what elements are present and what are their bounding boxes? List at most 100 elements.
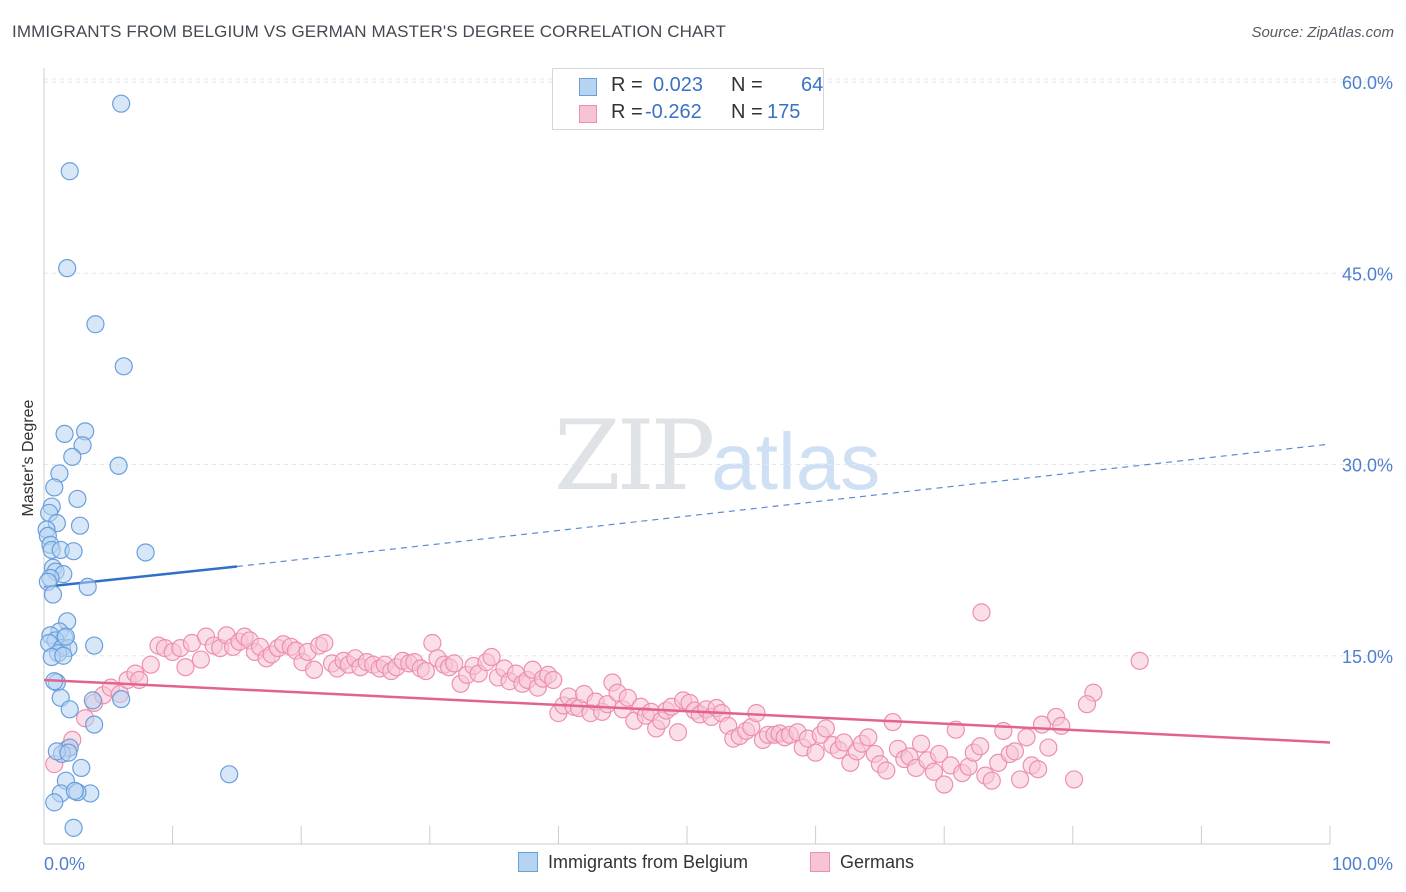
point-germans <box>924 762 944 781</box>
point-germans <box>834 733 853 752</box>
bottom-legend-swatch-blue <box>518 852 538 872</box>
y-axis-label: Master's Degree <box>20 399 37 516</box>
point-germans <box>806 743 825 762</box>
point-germans <box>423 633 442 653</box>
point-germans <box>176 658 195 677</box>
point-belgium <box>64 542 83 561</box>
point-belgium <box>78 577 97 597</box>
tick-labels: 15.0% 30.0% 45.0% 60.0% 0.0% 100.0% <box>44 73 1393 874</box>
point-belgium <box>55 424 74 443</box>
legend-n-value: 64 <box>801 74 824 96</box>
trend-solid-germans <box>43 678 1331 744</box>
point-germans <box>1052 716 1071 735</box>
point-belgium <box>43 585 63 604</box>
point-germans <box>816 719 835 738</box>
y-tick-label: 15.0% <box>1342 647 1393 667</box>
legend-row-germans: R = -0.262 N = 175 <box>553 101 823 127</box>
source-label: Source: ZipAtlas.com <box>1251 24 1394 41</box>
point-germans <box>445 654 464 673</box>
trend-line-germans <box>43 678 1331 744</box>
x-tick-label-max: 100.0% <box>1332 854 1393 874</box>
point-belgium <box>114 357 133 376</box>
point-belgium <box>220 765 239 784</box>
legend-swatch-pink <box>579 105 597 123</box>
y-tick-label: 45.0% <box>1342 264 1393 284</box>
series-belgium-points <box>37 94 239 837</box>
legend-r-label: R = <box>611 74 643 96</box>
point-germans <box>859 728 878 747</box>
point-belgium <box>58 259 77 278</box>
point-germans <box>971 737 990 756</box>
point-germans <box>994 721 1013 741</box>
x-tick-label-min: 0.0% <box>44 854 85 874</box>
legend-n-label: N = <box>731 101 763 123</box>
point-belgium <box>54 646 73 665</box>
y-tick-label: 60.0% <box>1342 73 1393 93</box>
bottom-legend-label: Germans <box>840 852 915 872</box>
grid-lines <box>44 78 1392 657</box>
legend-r-value: -0.262 <box>645 101 702 123</box>
bottom-legend-belgium: Immigrants from Belgium <box>518 852 748 873</box>
point-belgium <box>64 818 83 837</box>
axes: Master's Degree <box>20 68 1331 845</box>
series-germans-points <box>45 603 1149 794</box>
trend-dashed-belgium <box>236 443 1331 568</box>
point-germans <box>668 723 688 742</box>
legend-row-belgium: R = 0.023 N = 64 <box>553 74 823 100</box>
watermark-zip: ZIP <box>554 400 715 512</box>
point-belgium <box>65 781 84 801</box>
point-belgium <box>59 743 78 762</box>
point-belgium <box>86 315 105 334</box>
point-germans <box>1028 760 1048 779</box>
point-belgium <box>85 715 104 734</box>
trend-solid-belgium <box>43 565 238 589</box>
point-belgium <box>112 94 131 113</box>
point-germans <box>141 655 160 674</box>
point-belgium <box>45 793 64 812</box>
point-germans <box>1010 770 1030 789</box>
point-germans <box>911 734 931 753</box>
legend-swatch-blue <box>579 78 597 96</box>
zipatlas-watermark: ZIPatlas <box>554 400 880 512</box>
legend-n-value: 175 <box>767 101 801 123</box>
point-belgium <box>136 543 155 562</box>
point-germans <box>972 603 991 622</box>
point-belgium <box>70 516 90 535</box>
point-germans <box>416 661 436 681</box>
y-tick-label: 30.0% <box>1342 456 1393 476</box>
point-belgium <box>85 636 104 655</box>
point-germans <box>1077 695 1097 714</box>
bottom-legend-swatch-pink <box>810 852 830 872</box>
point-germans <box>929 744 949 764</box>
point-germans <box>1130 651 1149 670</box>
point-germans <box>877 761 896 780</box>
bottom-legend-label: Immigrants from Belgium <box>548 852 749 872</box>
point-belgium <box>109 456 128 475</box>
point-belgium <box>112 689 131 709</box>
point-germans <box>191 650 210 669</box>
chart-title: IMMIGRANTS FROM BELGIUM VS GERMAN MASTER… <box>12 22 726 41</box>
trend-line-belgium <box>43 443 1331 589</box>
point-germans <box>1039 738 1058 757</box>
point-belgium <box>68 489 87 509</box>
point-germans <box>935 775 954 794</box>
point-belgium <box>83 691 102 710</box>
point-germans <box>544 670 563 690</box>
point-germans <box>315 633 334 653</box>
point-germans <box>1017 728 1036 747</box>
point-belgium <box>45 478 64 497</box>
point-germans <box>482 647 501 667</box>
point-belgium <box>73 436 92 455</box>
point-belgium <box>63 447 82 466</box>
point-germans <box>1064 770 1084 789</box>
correlation-legend: R = 0.023 N = 64 R = -0.262 N = 175 <box>552 68 824 130</box>
watermark-atlas: atlas <box>711 417 881 506</box>
point-belgium <box>60 162 79 181</box>
legend-r-value: 0.023 <box>653 74 704 96</box>
point-germans <box>618 688 637 707</box>
point-belgium <box>72 758 91 778</box>
point-germans <box>982 771 1001 790</box>
legend-r-label: R = <box>611 101 643 123</box>
point-belgium <box>56 627 75 646</box>
